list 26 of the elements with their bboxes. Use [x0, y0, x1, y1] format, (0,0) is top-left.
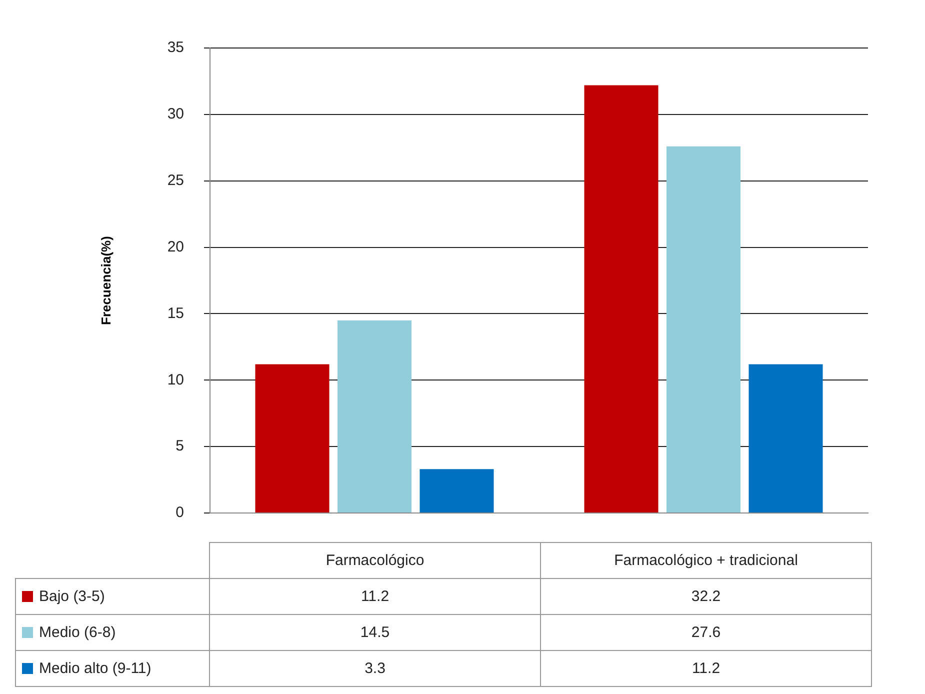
data-label: 14.5 — [210, 614, 540, 650]
y-tick-label: 25 — [167, 172, 184, 189]
bar — [255, 364, 330, 512]
y-axis-title: Frecuencia(%) — [98, 236, 114, 325]
bar — [666, 146, 741, 512]
bar — [584, 85, 658, 512]
data-label: 11.2 — [540, 650, 872, 686]
data-label: 27.6 — [540, 614, 872, 650]
y-tick-label: 35 — [167, 39, 184, 56]
x-tick-label: Farmacológico + tradicional — [540, 542, 872, 578]
data-label: 3.3 — [210, 650, 540, 686]
data-label: 11.2 — [210, 578, 540, 614]
y-tick-label: 30 — [167, 106, 184, 123]
legend-label: Medio (6-8) — [16, 614, 210, 650]
legend-label: Medio alto (9-11) — [16, 650, 210, 686]
y-tick-label: 15 — [167, 304, 184, 322]
bar — [748, 364, 823, 512]
x-tick-label: Farmacológico — [210, 542, 540, 578]
data-label: 32.2 — [540, 578, 872, 614]
y-tick-label: 20 — [167, 238, 184, 256]
bar — [420, 469, 494, 512]
y-tick-label: 5 — [176, 438, 184, 455]
y-tick-label: 10 — [167, 371, 184, 388]
bar — [337, 320, 412, 512]
y-tick-label: 0 — [176, 504, 184, 522]
legend-label: Bajo (3-5) — [16, 578, 210, 614]
